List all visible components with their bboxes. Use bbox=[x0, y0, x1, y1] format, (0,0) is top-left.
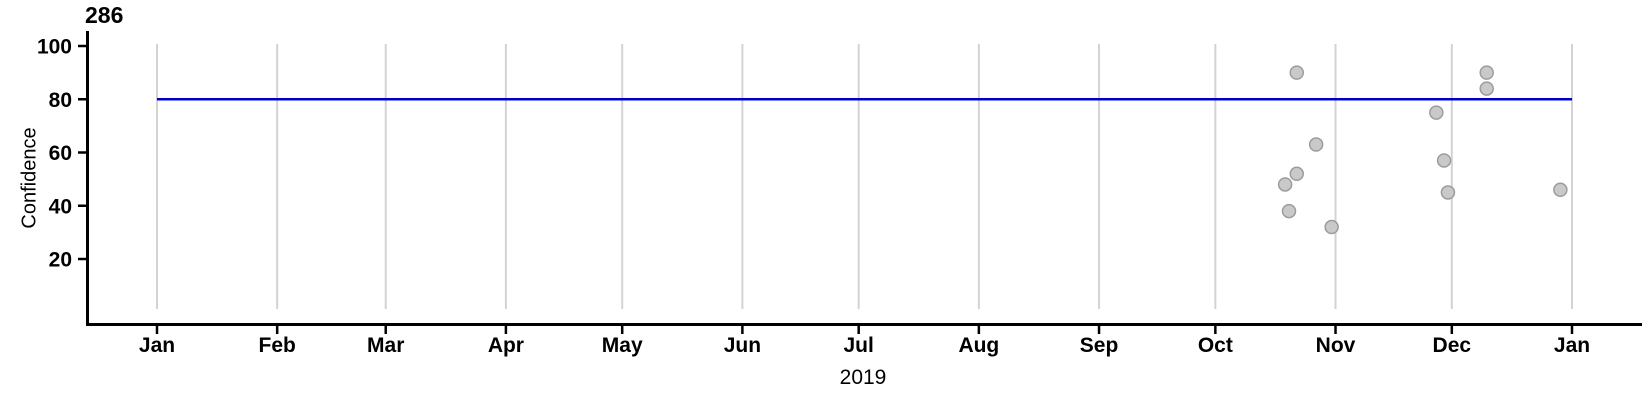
data-point bbox=[1479, 81, 1494, 96]
data-point bbox=[1289, 65, 1305, 80]
x-tick-label: Jan bbox=[139, 334, 175, 357]
data-point bbox=[1324, 219, 1339, 235]
data-point bbox=[1436, 153, 1452, 168]
data-point bbox=[1429, 105, 1444, 120]
chart-title: 286 bbox=[85, 2, 124, 28]
data-point bbox=[1277, 177, 1293, 192]
x-tick-label: Dec bbox=[1433, 334, 1472, 357]
y-tick-label: 60 bbox=[49, 142, 72, 165]
data-point bbox=[1289, 166, 1305, 182]
data-point bbox=[1308, 137, 1324, 152]
data-point bbox=[1553, 182, 1568, 198]
x-tick-label: Feb bbox=[259, 334, 296, 357]
x-tick-label: Jun bbox=[724, 334, 761, 357]
x-tick-label: Sep bbox=[1080, 334, 1119, 357]
x-tick-label: Nov bbox=[1316, 334, 1356, 357]
y-tick-label: 80 bbox=[49, 89, 72, 112]
data-point bbox=[1479, 65, 1494, 80]
y-tick-label: 20 bbox=[49, 249, 72, 272]
data-point bbox=[1281, 203, 1297, 219]
x-axis-title: 2019 bbox=[839, 366, 887, 389]
x-tick-label: Jul bbox=[844, 334, 874, 357]
y-tick-label: 100 bbox=[37, 36, 72, 59]
x-tick-label: Aug bbox=[958, 334, 999, 357]
x-tick-label: Oct bbox=[1198, 334, 1233, 357]
x-tick-label: May bbox=[602, 334, 643, 357]
x-tick-label: Mar bbox=[367, 334, 404, 357]
data-point bbox=[1440, 185, 1456, 200]
y-tick-label: 40 bbox=[49, 195, 72, 218]
x-tick-label: Jan bbox=[1554, 334, 1590, 357]
x-tick-label: Apr bbox=[488, 334, 524, 357]
